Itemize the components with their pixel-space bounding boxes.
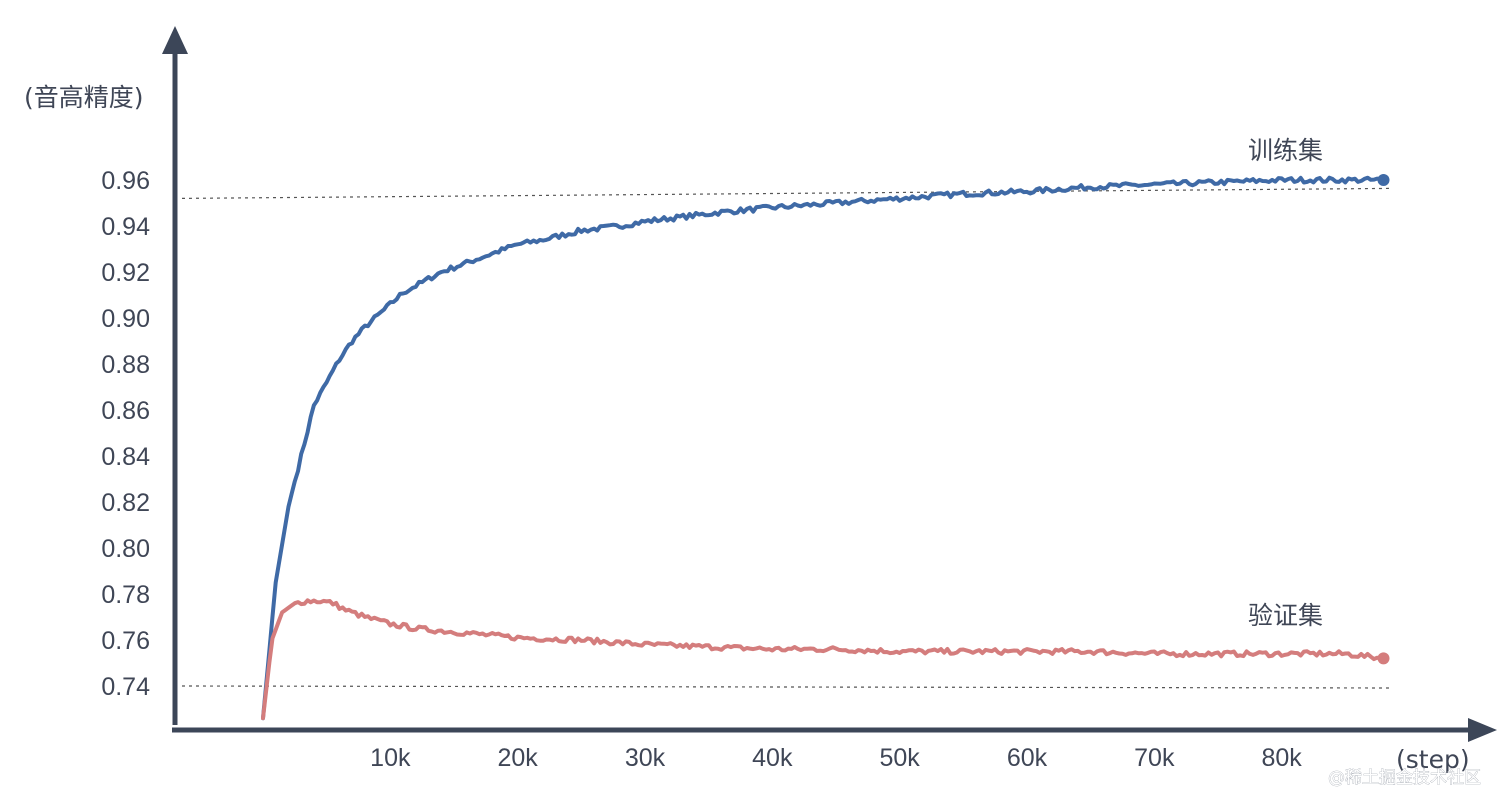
x-axis-arrow xyxy=(1468,718,1497,742)
x-tick-labels: 10k 20k 30k 40k 50k 60k 70k 80k xyxy=(370,744,1302,772)
y-tick-label: 0.92 xyxy=(101,259,150,287)
axes xyxy=(162,26,1497,742)
reference-line xyxy=(181,187,1391,199)
reference-line xyxy=(181,685,1391,689)
y-tick-label: 0.76 xyxy=(101,627,150,655)
validation-series-line xyxy=(261,598,1386,721)
y-tick-label: 0.88 xyxy=(101,351,150,379)
y-tick-label: 0.94 xyxy=(101,213,150,241)
train-series-label: 训练集 xyxy=(1248,136,1323,165)
y-tick-label: 0.90 xyxy=(101,305,150,333)
train-series-line xyxy=(261,175,1386,721)
y-axis-title: (音高精度) xyxy=(24,83,144,112)
x-tick-label: 70k xyxy=(1134,744,1175,772)
x-axis-title: (step) xyxy=(1396,745,1470,774)
y-tick-label: 0.82 xyxy=(101,489,150,517)
y-tick-label: 0.84 xyxy=(101,443,150,471)
x-tick-label: 20k xyxy=(498,744,539,772)
y-tick-label: 0.96 xyxy=(101,167,150,195)
y-tick-labels: 0.74 0.76 0.78 0.80 0.82 0.84 0.86 0.88 0.90 0.92… xyxy=(101,167,150,701)
y-axis-arrow xyxy=(162,26,188,54)
x-tick-label: 10k xyxy=(370,744,411,772)
x-tick-label: 30k xyxy=(625,744,666,772)
x-tick-label: 80k xyxy=(1261,744,1302,772)
y-tick-label: 0.74 xyxy=(101,673,150,701)
x-tick-label: 60k xyxy=(1007,744,1048,772)
y-tick-label: 0.86 xyxy=(101,397,150,425)
x-tick-label: 40k xyxy=(752,744,793,772)
y-tick-label: 0.78 xyxy=(101,581,150,609)
series-layer xyxy=(261,174,1390,721)
x-tick-label: 50k xyxy=(879,744,920,772)
reference-lines xyxy=(181,187,1391,689)
validation-series-end-point xyxy=(1377,652,1390,665)
train-series-end-point xyxy=(1377,174,1390,186)
validation-series-label: 验证集 xyxy=(1248,601,1323,630)
y-tick-label: 0.80 xyxy=(101,535,150,563)
watermark: @稀土掘金技术社区 xyxy=(1328,768,1481,788)
